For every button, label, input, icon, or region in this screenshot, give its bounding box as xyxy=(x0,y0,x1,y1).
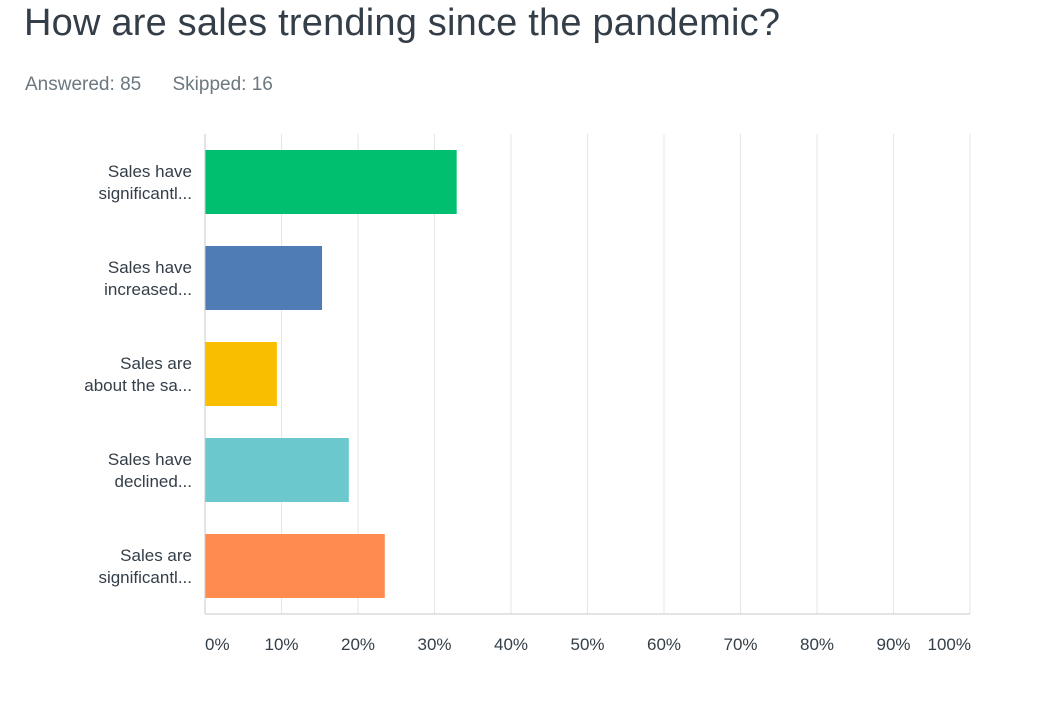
skipped-label: Skipped: xyxy=(172,74,247,95)
x-tick-label: 60% xyxy=(647,635,681,654)
skipped-stat: Skipped: 16 xyxy=(172,74,272,96)
x-tick-label: 80% xyxy=(800,635,834,654)
answered-count: 85 xyxy=(120,74,142,95)
axes xyxy=(204,134,970,615)
x-tick-label: 50% xyxy=(570,635,604,654)
category-label: Sales are about the sa... xyxy=(84,354,192,395)
x-tick-label: 40% xyxy=(494,635,528,654)
category-label: Sales have declined... xyxy=(108,450,192,491)
bar[interactable] xyxy=(205,246,323,310)
answered-stat: Answered: 85 xyxy=(25,74,141,96)
x-tick-labels: 0% 10% 20% 30% 40% 50% 60% 70% 80% 90% 100% xyxy=(205,635,971,654)
response-stats: Answered: 85 Skipped: 16 xyxy=(25,74,299,96)
x-tick-label: 20% xyxy=(341,635,375,654)
category-label: Sales have increased... xyxy=(104,258,192,299)
bar[interactable] xyxy=(205,342,277,406)
skipped-count: 16 xyxy=(251,74,273,95)
x-tick-label: 0% xyxy=(205,635,230,654)
x-tick-label: 70% xyxy=(723,635,757,654)
category-label: Sales have significantl... xyxy=(98,162,192,203)
bar[interactable] xyxy=(205,534,385,598)
category-labels: Sales have significantl... Sales have incre… xyxy=(84,162,192,587)
gridlines xyxy=(281,134,971,614)
bar[interactable] xyxy=(205,150,457,214)
x-tick-label: 100% xyxy=(928,635,971,654)
bars xyxy=(205,150,457,598)
x-tick-label: 30% xyxy=(417,635,451,654)
question-title: How are sales trending since the pandemi… xyxy=(24,2,781,44)
answered-label: Answered: xyxy=(25,74,115,95)
x-tick-label: 90% xyxy=(876,635,910,654)
bar[interactable] xyxy=(205,438,349,502)
x-tick-label: 10% xyxy=(264,635,298,654)
category-label: Sales are significantl... xyxy=(98,546,192,587)
